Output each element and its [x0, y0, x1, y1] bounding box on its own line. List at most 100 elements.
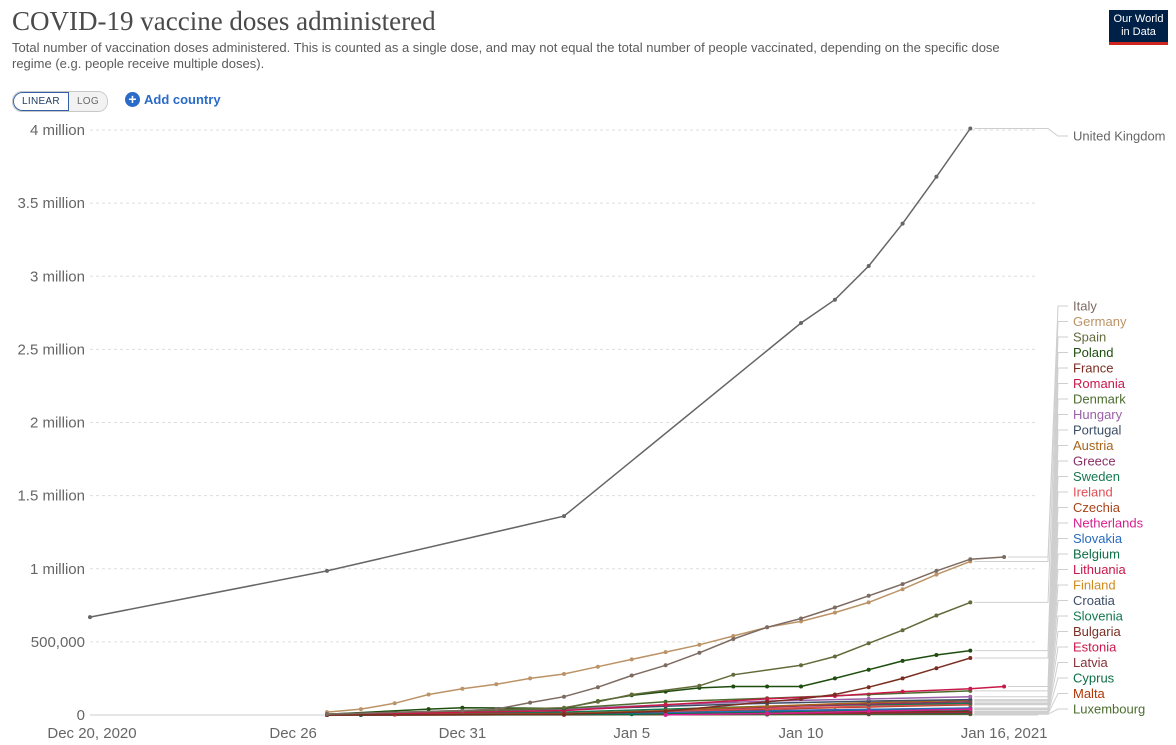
data-point[interactable]: [460, 708, 465, 713]
data-point[interactable]: [934, 613, 939, 618]
data-point[interactable]: [663, 709, 668, 714]
series-line[interactable]: [326, 560, 971, 713]
data-point[interactable]: [595, 685, 600, 690]
data-point[interactable]: [663, 712, 668, 717]
legend-label[interactable]: Bulgaria: [1073, 624, 1121, 639]
legend-label[interactable]: Italy: [1073, 299, 1097, 314]
data-point[interactable]: [325, 568, 329, 573]
data-point[interactable]: [968, 697, 973, 702]
data-point[interactable]: [765, 711, 770, 716]
data-point[interactable]: [460, 686, 465, 691]
data-point[interactable]: [88, 615, 92, 620]
data-point[interactable]: [595, 699, 600, 704]
data-point[interactable]: [968, 686, 973, 691]
data-point[interactable]: [663, 699, 668, 704]
legend-label[interactable]: Estonia: [1073, 640, 1117, 655]
data-point[interactable]: [900, 221, 905, 226]
data-point[interactable]: [799, 321, 803, 325]
legend-label[interactable]: Hungary: [1073, 407, 1123, 422]
data-point[interactable]: [968, 656, 973, 660]
data-point[interactable]: [426, 692, 431, 697]
legend-label[interactable]: Netherlands: [1073, 516, 1144, 531]
legend-label[interactable]: Romania: [1073, 376, 1126, 391]
data-point[interactable]: [900, 689, 905, 694]
data-point[interactable]: [934, 568, 939, 573]
data-point[interactable]: [629, 692, 634, 697]
log-scale-button[interactable]: LOG: [68, 92, 107, 111]
data-point[interactable]: [494, 682, 499, 687]
data-point[interactable]: [562, 694, 566, 699]
data-point[interactable]: [832, 654, 837, 659]
data-point[interactable]: [832, 605, 837, 610]
legend-label[interactable]: Cyprus: [1073, 671, 1115, 686]
data-point[interactable]: [325, 712, 329, 716]
series-line[interactable]: [665, 708, 971, 716]
legend-label[interactable]: France: [1073, 361, 1113, 376]
data-point[interactable]: [832, 692, 837, 697]
data-point[interactable]: [934, 572, 939, 577]
data-point[interactable]: [697, 642, 702, 647]
data-point[interactable]: [697, 650, 702, 655]
data-point[interactable]: [765, 684, 770, 689]
legend-label[interactable]: Denmark: [1073, 392, 1126, 407]
data-point[interactable]: [1002, 555, 1007, 559]
data-point[interactable]: [900, 582, 905, 587]
data-point[interactable]: [697, 683, 702, 688]
data-point[interactable]: [528, 676, 533, 681]
data-point[interactable]: [866, 600, 871, 605]
data-point[interactable]: [866, 709, 871, 714]
data-point[interactable]: [832, 297, 837, 302]
legend-label[interactable]: Croatia: [1073, 593, 1116, 608]
series-germany[interactable]: [325, 559, 973, 715]
data-point[interactable]: [934, 174, 939, 179]
data-point[interactable]: [629, 673, 634, 678]
data-point[interactable]: [426, 707, 431, 712]
data-point[interactable]: [866, 696, 871, 701]
series-france[interactable]: [325, 656, 973, 717]
data-point[interactable]: [629, 657, 634, 662]
linear-scale-button[interactable]: LINEAR: [13, 92, 69, 111]
data-point[interactable]: [765, 704, 770, 709]
series-line[interactable]: [326, 556, 1005, 715]
legend-label[interactable]: Spain: [1073, 330, 1106, 345]
legend-label[interactable]: Lithuania: [1073, 562, 1127, 577]
data-point[interactable]: [968, 600, 973, 605]
legend-label[interactable]: Portugal: [1073, 423, 1122, 438]
legend-label[interactable]: Slovakia: [1073, 531, 1123, 546]
data-point[interactable]: [866, 685, 871, 690]
legend-label[interactable]: Czechia: [1073, 500, 1121, 515]
data-point[interactable]: [731, 684, 736, 689]
data-point[interactable]: [968, 557, 973, 562]
data-point[interactable]: [392, 701, 397, 706]
legend-label[interactable]: Slovenia: [1073, 609, 1124, 624]
data-point[interactable]: [731, 637, 736, 641]
data-point[interactable]: [900, 658, 905, 663]
data-point[interactable]: [799, 696, 803, 701]
legend-label[interactable]: Austria: [1073, 438, 1114, 453]
series-united-kingdom[interactable]: [88, 126, 973, 620]
legend-label[interactable]: Luxembourg: [1073, 702, 1145, 717]
data-point[interactable]: [765, 699, 770, 704]
data-point[interactable]: [663, 663, 668, 668]
legend-label[interactable]: Poland: [1073, 345, 1113, 360]
legend-label[interactable]: Latvia: [1073, 655, 1108, 670]
data-point[interactable]: [765, 625, 770, 630]
legend-label[interactable]: Finland: [1073, 578, 1116, 593]
legend-label[interactable]: Sweden: [1073, 469, 1120, 484]
data-point[interactable]: [562, 712, 566, 717]
data-point[interactable]: [934, 653, 939, 657]
data-point[interactable]: [832, 676, 837, 681]
data-point[interactable]: [968, 648, 973, 653]
legend-label[interactable]: Ireland: [1073, 485, 1113, 500]
data-point[interactable]: [494, 707, 499, 712]
data-point[interactable]: [799, 684, 803, 689]
data-point[interactable]: [866, 264, 871, 268]
data-point[interactable]: [866, 641, 871, 646]
data-point[interactable]: [663, 702, 668, 707]
data-point[interactable]: [799, 663, 803, 668]
data-point[interactable]: [934, 666, 939, 671]
series-line[interactable]: [326, 649, 971, 716]
data-point[interactable]: [460, 705, 465, 710]
data-point[interactable]: [799, 616, 803, 621]
series-italy[interactable]: [325, 555, 1007, 716]
